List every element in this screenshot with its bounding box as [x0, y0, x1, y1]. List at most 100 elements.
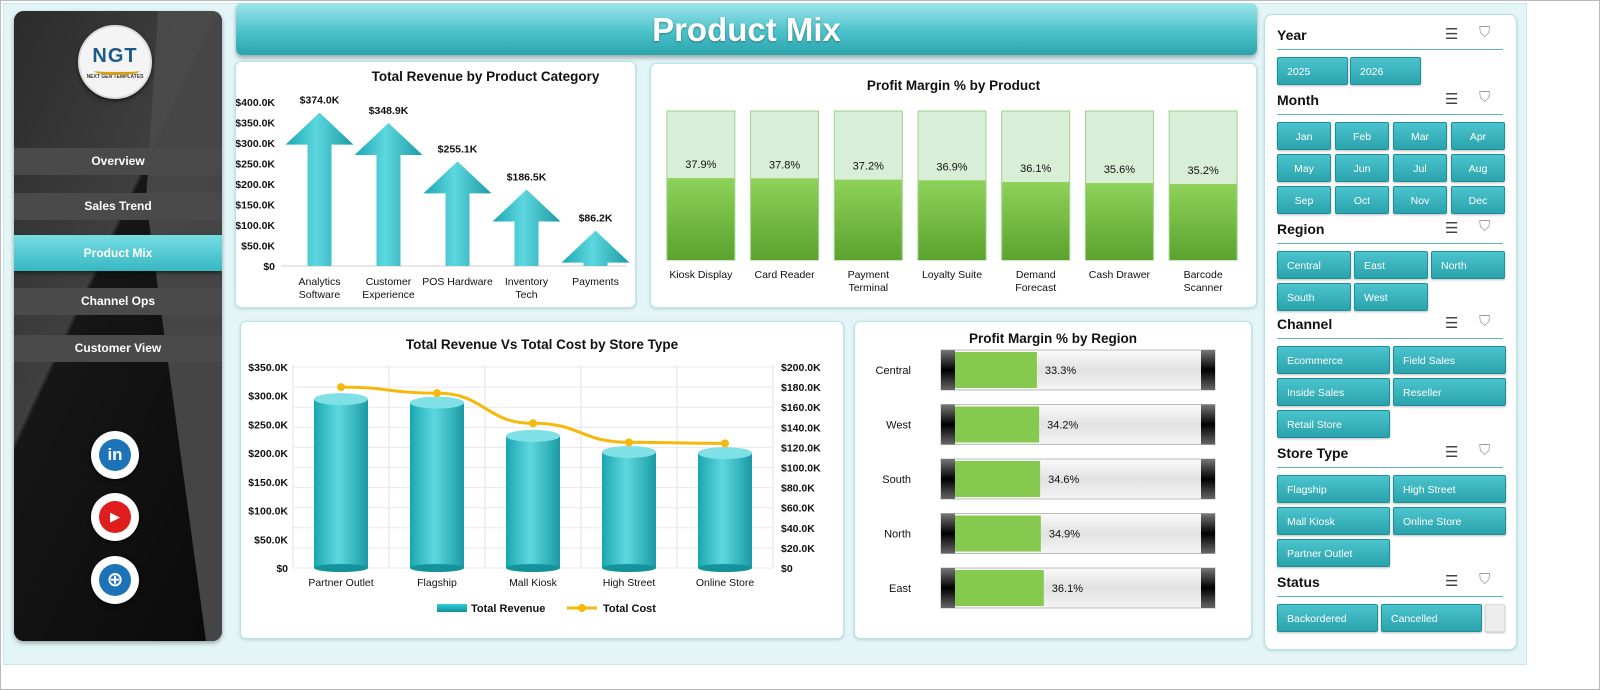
bar — [667, 178, 735, 260]
data-label: 37.2% — [853, 161, 884, 173]
slicer-month-item[interactable]: Nov — [1393, 186, 1447, 214]
revenue-by-category-plot: $0 $50.0K $100.0K $150.0K $200.0K $250.0K $300… — [236, 95, 630, 301]
bar-cap-right — [1201, 568, 1215, 608]
data-label: 36.9% — [936, 161, 967, 173]
slicer-month-item[interactable]: Apr — [1451, 122, 1505, 150]
multi-select-icon[interactable]: ☰ — [1445, 26, 1459, 43]
multi-select-icon[interactable]: ☰ — [1445, 220, 1459, 237]
y-tick-label-right: $0 — [781, 563, 793, 575]
y-tick-label-left: $250.0K — [248, 419, 288, 431]
bar-cap-left — [941, 350, 955, 390]
slicer-year-item[interactable]: 2026 — [1350, 57, 1421, 85]
bar-cap — [410, 396, 464, 409]
data-label: 35.2% — [1188, 165, 1219, 177]
linkedin-icon: in — [99, 439, 131, 471]
slicer-channel-item[interactable]: Reseller — [1393, 378, 1506, 406]
nav-sales-trend[interactable]: Sales Trend — [14, 193, 222, 220]
nav-channel-ops[interactable]: Channel Ops — [14, 288, 222, 315]
slicer-month-item[interactable]: Feb — [1335, 122, 1389, 150]
youtube-button[interactable]: ▶ — [91, 493, 139, 541]
y-tick-label-left: $100.0K — [248, 506, 288, 518]
bar-base — [506, 564, 560, 572]
clear-filter-icon[interactable]: ⛉ — [1479, 313, 1491, 330]
multi-select-icon[interactable]: ☰ — [1445, 573, 1459, 590]
slicer-store-type-item[interactable]: Flagship — [1277, 475, 1390, 503]
y-tick-label-left: $0 — [276, 563, 288, 575]
slicer-channel-item[interactable]: Inside Sales — [1277, 378, 1390, 406]
data-label: $255.1K — [438, 143, 478, 155]
slicer-store-type-item[interactable]: Partner Outlet — [1277, 539, 1390, 567]
logo-tagline: NEXT GEN TEMPLATES — [86, 74, 144, 80]
data-label: 35.6% — [1104, 164, 1135, 176]
clear-filter-icon[interactable]: ⛉ — [1479, 442, 1491, 459]
y-tick-label: Central — [876, 365, 911, 377]
slicer-channel-item[interactable]: Retail Store — [1277, 410, 1390, 438]
line-point — [625, 438, 633, 447]
x-tick-label: Loyalty Suite — [922, 269, 982, 281]
slicer-month-item[interactable]: Jun — [1335, 154, 1389, 182]
multi-select-icon[interactable]: ☰ — [1445, 315, 1459, 332]
margin-by-region-plot: Central 33.3% West 34.2% South 34.6% North 34.9… — [876, 349, 1216, 609]
bar-cap — [602, 445, 656, 458]
y-tick-label-left: $350.0K — [248, 362, 288, 374]
bar-base — [410, 564, 464, 572]
slicer-status-item[interactable]: Backordered — [1277, 604, 1378, 632]
slicer-channel-title: Channel — [1277, 316, 1333, 332]
chart-revenue-vs-cost: Total Revenue Vs Total Cost by Store Typ… — [240, 321, 844, 639]
slicer-month-item[interactable]: Aug — [1451, 154, 1505, 182]
slicer-month-item[interactable]: Dec — [1451, 186, 1505, 214]
y-tick-label: $300.0K — [236, 138, 275, 150]
multi-select-icon[interactable]: ☰ — [1445, 444, 1459, 461]
clear-filter-icon[interactable]: ⛉ — [1479, 571, 1491, 588]
clear-filter-icon[interactable]: ⛉ — [1479, 89, 1491, 106]
bar — [1169, 183, 1237, 260]
slicer-year-item[interactable]: 2025 — [1277, 57, 1348, 85]
slicer-month-item[interactable]: Sep — [1277, 186, 1331, 214]
y-tick-label-right: $160.0K — [781, 402, 821, 414]
slicer-store-type-item[interactable]: High Street — [1393, 475, 1506, 503]
y-tick-label-left: $200.0K — [248, 448, 288, 460]
slicer-status-item[interactable]: Cancelled — [1381, 604, 1482, 632]
bar — [1002, 182, 1070, 260]
x-tick-label: High Street — [603, 577, 656, 589]
slicer-store-type-item[interactable]: Online Store — [1393, 507, 1506, 535]
y-tick-label: $100.0K — [236, 220, 275, 232]
slicer-region-item[interactable]: North — [1431, 251, 1505, 279]
bar-base — [698, 564, 752, 572]
slicer-channel-item[interactable]: Field Sales — [1393, 346, 1506, 374]
y-tick-label: $50.0K — [241, 241, 275, 253]
clear-filter-icon[interactable]: ⛉ — [1479, 24, 1491, 41]
slicer-month-item[interactable]: Jan — [1277, 122, 1331, 150]
slicer-scroll-stub[interactable] — [1485, 604, 1505, 632]
legend-label-revenue: Total Revenue — [471, 603, 545, 615]
slicer-region-item[interactable]: South — [1277, 283, 1351, 311]
website-button[interactable]: ⊕ — [91, 556, 139, 604]
bar — [1085, 183, 1153, 260]
slicer-month-item[interactable]: Jul — [1393, 154, 1447, 182]
x-tick-label: Analytics Software — [298, 276, 340, 301]
bar — [423, 161, 492, 266]
x-tick-label: Demand Forecast — [1015, 269, 1056, 294]
slicer-store-type-item[interactable]: Mall Kiosk — [1277, 507, 1390, 535]
y-tick-label-left: $150.0K — [248, 477, 288, 489]
clear-filter-icon[interactable]: ⛉ — [1479, 218, 1491, 235]
slicer-channel-item[interactable]: Ecommerce — [1277, 346, 1390, 374]
slicer-month-item[interactable]: Mar — [1393, 122, 1447, 150]
y-tick-label-right: $120.0K — [781, 442, 821, 454]
logo-swoosh — [94, 67, 140, 75]
slicer-month-item[interactable]: Oct — [1335, 186, 1389, 214]
nav-product-mix[interactable]: Product Mix — [14, 235, 222, 271]
bar-cap — [506, 429, 560, 442]
slicer-month-item[interactable]: May — [1277, 154, 1331, 182]
y-tick-label: $200.0K — [236, 179, 275, 191]
linkedin-button[interactable]: in — [91, 431, 139, 479]
x-tick-label: Barcode Scanner — [1184, 269, 1224, 294]
nav-overview[interactable]: Overview — [14, 148, 222, 175]
chart-title: Profit Margin % by Region — [968, 331, 1137, 346]
multi-select-icon[interactable]: ☰ — [1445, 91, 1459, 108]
slicer-region-item[interactable]: West — [1354, 283, 1428, 311]
slicer-region-item[interactable]: Central — [1277, 251, 1351, 279]
nav-customer-view[interactable]: Customer View — [14, 335, 222, 362]
data-label: $348.9K — [369, 105, 409, 117]
slicer-region-item[interactable]: East — [1354, 251, 1428, 279]
